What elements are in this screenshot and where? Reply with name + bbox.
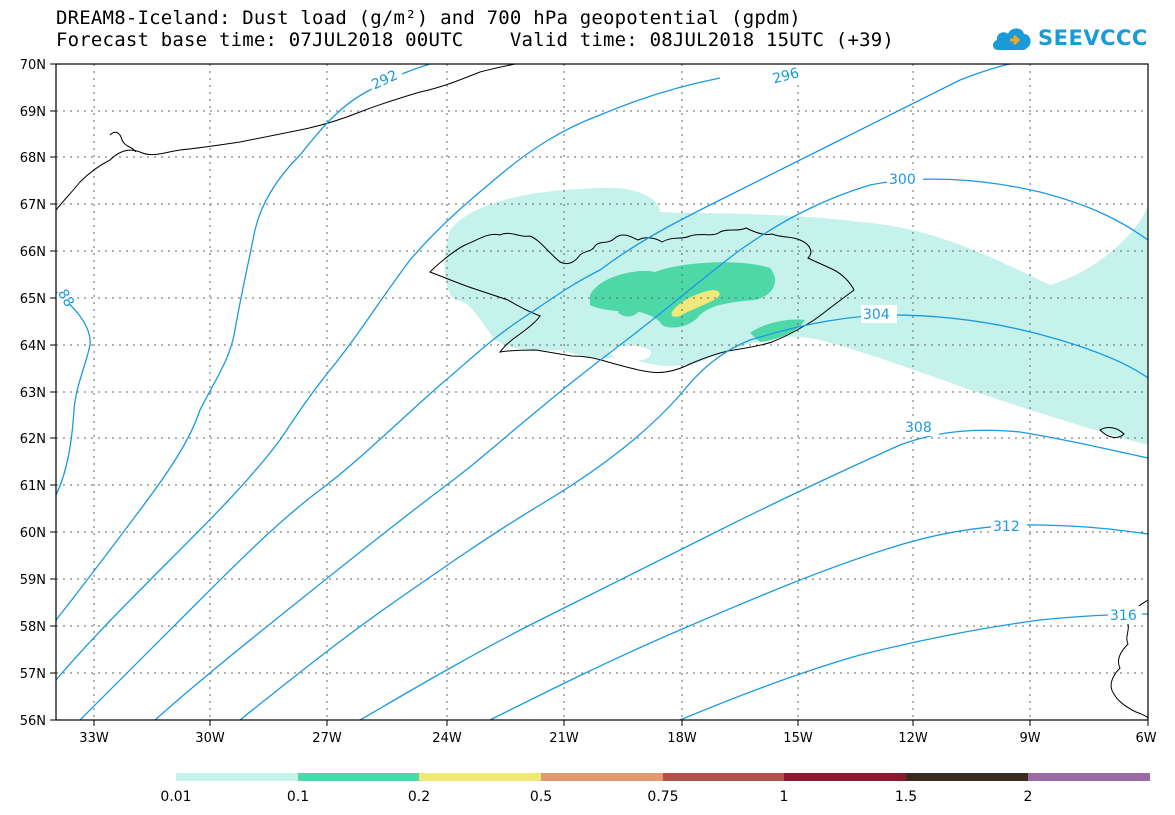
seevccc-logo: SEEVCCC bbox=[990, 22, 1148, 54]
lat-label: 69N bbox=[20, 105, 46, 120]
colorbar-tick: 1 bbox=[780, 789, 789, 805]
grid-lines bbox=[56, 64, 1148, 720]
contour-label-300: 300 bbox=[889, 172, 916, 188]
map-title: DREAM8-Iceland: Dust load (g/m²) and 700… bbox=[56, 7, 801, 29]
lon-label: 12W bbox=[898, 731, 928, 746]
lon-label: 21W bbox=[549, 731, 579, 746]
longitude-labels: 33W 30W 27W 24W 21W 18W 15W 12W 9W 6W bbox=[79, 731, 1156, 746]
latitude-labels: 70N 69N 68N 67N 66N 65N 64N 63N 62N 61N … bbox=[20, 58, 46, 729]
colorbar bbox=[176, 773, 1150, 781]
logo-text: SEEVCCC bbox=[1038, 26, 1148, 50]
coastline-iceland bbox=[429, 227, 855, 373]
lon-label: 27W bbox=[312, 731, 342, 746]
lat-label: 68N bbox=[20, 151, 46, 166]
dust-region-light-west bbox=[450, 285, 480, 302]
dust-region-high bbox=[671, 290, 720, 317]
lon-label: 33W bbox=[79, 731, 109, 746]
lon-label: 15W bbox=[783, 731, 813, 746]
lat-label: 64N bbox=[20, 339, 46, 354]
lon-label: 9W bbox=[1019, 731, 1040, 746]
contour-288-west bbox=[56, 291, 91, 496]
colorbar-segment bbox=[784, 773, 906, 781]
coastline-greenland bbox=[56, 64, 516, 211]
colorbar-tick: 0.75 bbox=[647, 789, 678, 805]
lat-label: 70N bbox=[20, 58, 46, 73]
contour-296 bbox=[79, 64, 1011, 720]
map-plot-area: 292 296 300 304 308 312 316 88 bbox=[54, 64, 1148, 720]
contour-304 bbox=[239, 314, 1148, 720]
colorbar-segment bbox=[419, 773, 541, 781]
contour-a bbox=[56, 77, 721, 681]
lat-label: 61N bbox=[20, 479, 46, 494]
contour-312 bbox=[489, 524, 1148, 720]
geopotential-contours bbox=[56, 64, 1148, 720]
lat-label: 65N bbox=[20, 292, 46, 307]
colorbar-tick: 0.5 bbox=[530, 789, 552, 805]
lon-label: 30W bbox=[195, 731, 225, 746]
colorbar-tick: 2 bbox=[1024, 789, 1033, 805]
no-dust-patch bbox=[609, 345, 651, 361]
colorbar-tick: 0.01 bbox=[160, 789, 191, 805]
contour-308 bbox=[359, 429, 1148, 720]
colorbar-segment bbox=[298, 773, 419, 781]
lat-label: 57N bbox=[20, 667, 46, 682]
lat-label: 66N bbox=[20, 245, 46, 260]
contour-label-316: 316 bbox=[1110, 608, 1137, 624]
lat-label: 59N bbox=[20, 573, 46, 588]
colorbar-tick: 1.5 bbox=[895, 789, 917, 805]
contour-label-296: 296 bbox=[771, 65, 801, 87]
cloud-icon bbox=[992, 28, 1031, 50]
colorbar-tick: 0.1 bbox=[287, 789, 309, 805]
lon-label: 24W bbox=[432, 731, 462, 746]
lat-label: 58N bbox=[20, 620, 46, 635]
contour-316 bbox=[679, 613, 1148, 720]
colorbar-tick: 0.2 bbox=[408, 789, 430, 805]
lat-label: 63N bbox=[20, 386, 46, 401]
contour-label-312: 312 bbox=[993, 519, 1020, 535]
colorbar-segment bbox=[663, 773, 784, 781]
tick-marks bbox=[50, 63, 1149, 726]
lat-label: 56N bbox=[20, 714, 46, 729]
colorbar-labels: 0.01 0.1 0.2 0.5 0.75 1 1.5 2 bbox=[160, 789, 1032, 805]
contour-300 bbox=[154, 178, 1148, 720]
coastline-greenland-inlet bbox=[109, 131, 137, 153]
colorbar-segment bbox=[176, 773, 298, 781]
lat-label: 67N bbox=[20, 198, 46, 213]
contour-label-304: 304 bbox=[863, 307, 890, 323]
colorbar-segment bbox=[1028, 773, 1150, 781]
map-subtitle: Forecast base time: 07JUL2018 00UTC Vali… bbox=[56, 29, 895, 51]
lon-label: 18W bbox=[667, 731, 697, 746]
colorbar-segment bbox=[541, 773, 663, 781]
lat-label: 60N bbox=[20, 526, 46, 541]
contour-label-288: 88 bbox=[54, 287, 77, 310]
dust-region-mid-small bbox=[618, 304, 639, 317]
lat-label: 62N bbox=[20, 432, 46, 447]
dust-region-light bbox=[444, 187, 1148, 445]
lon-label: 6W bbox=[1135, 731, 1156, 746]
contour-292 bbox=[56, 64, 431, 621]
colorbar-segment bbox=[906, 773, 1028, 781]
contour-label-308: 308 bbox=[905, 420, 932, 436]
coastline-faroe bbox=[1099, 426, 1125, 438]
